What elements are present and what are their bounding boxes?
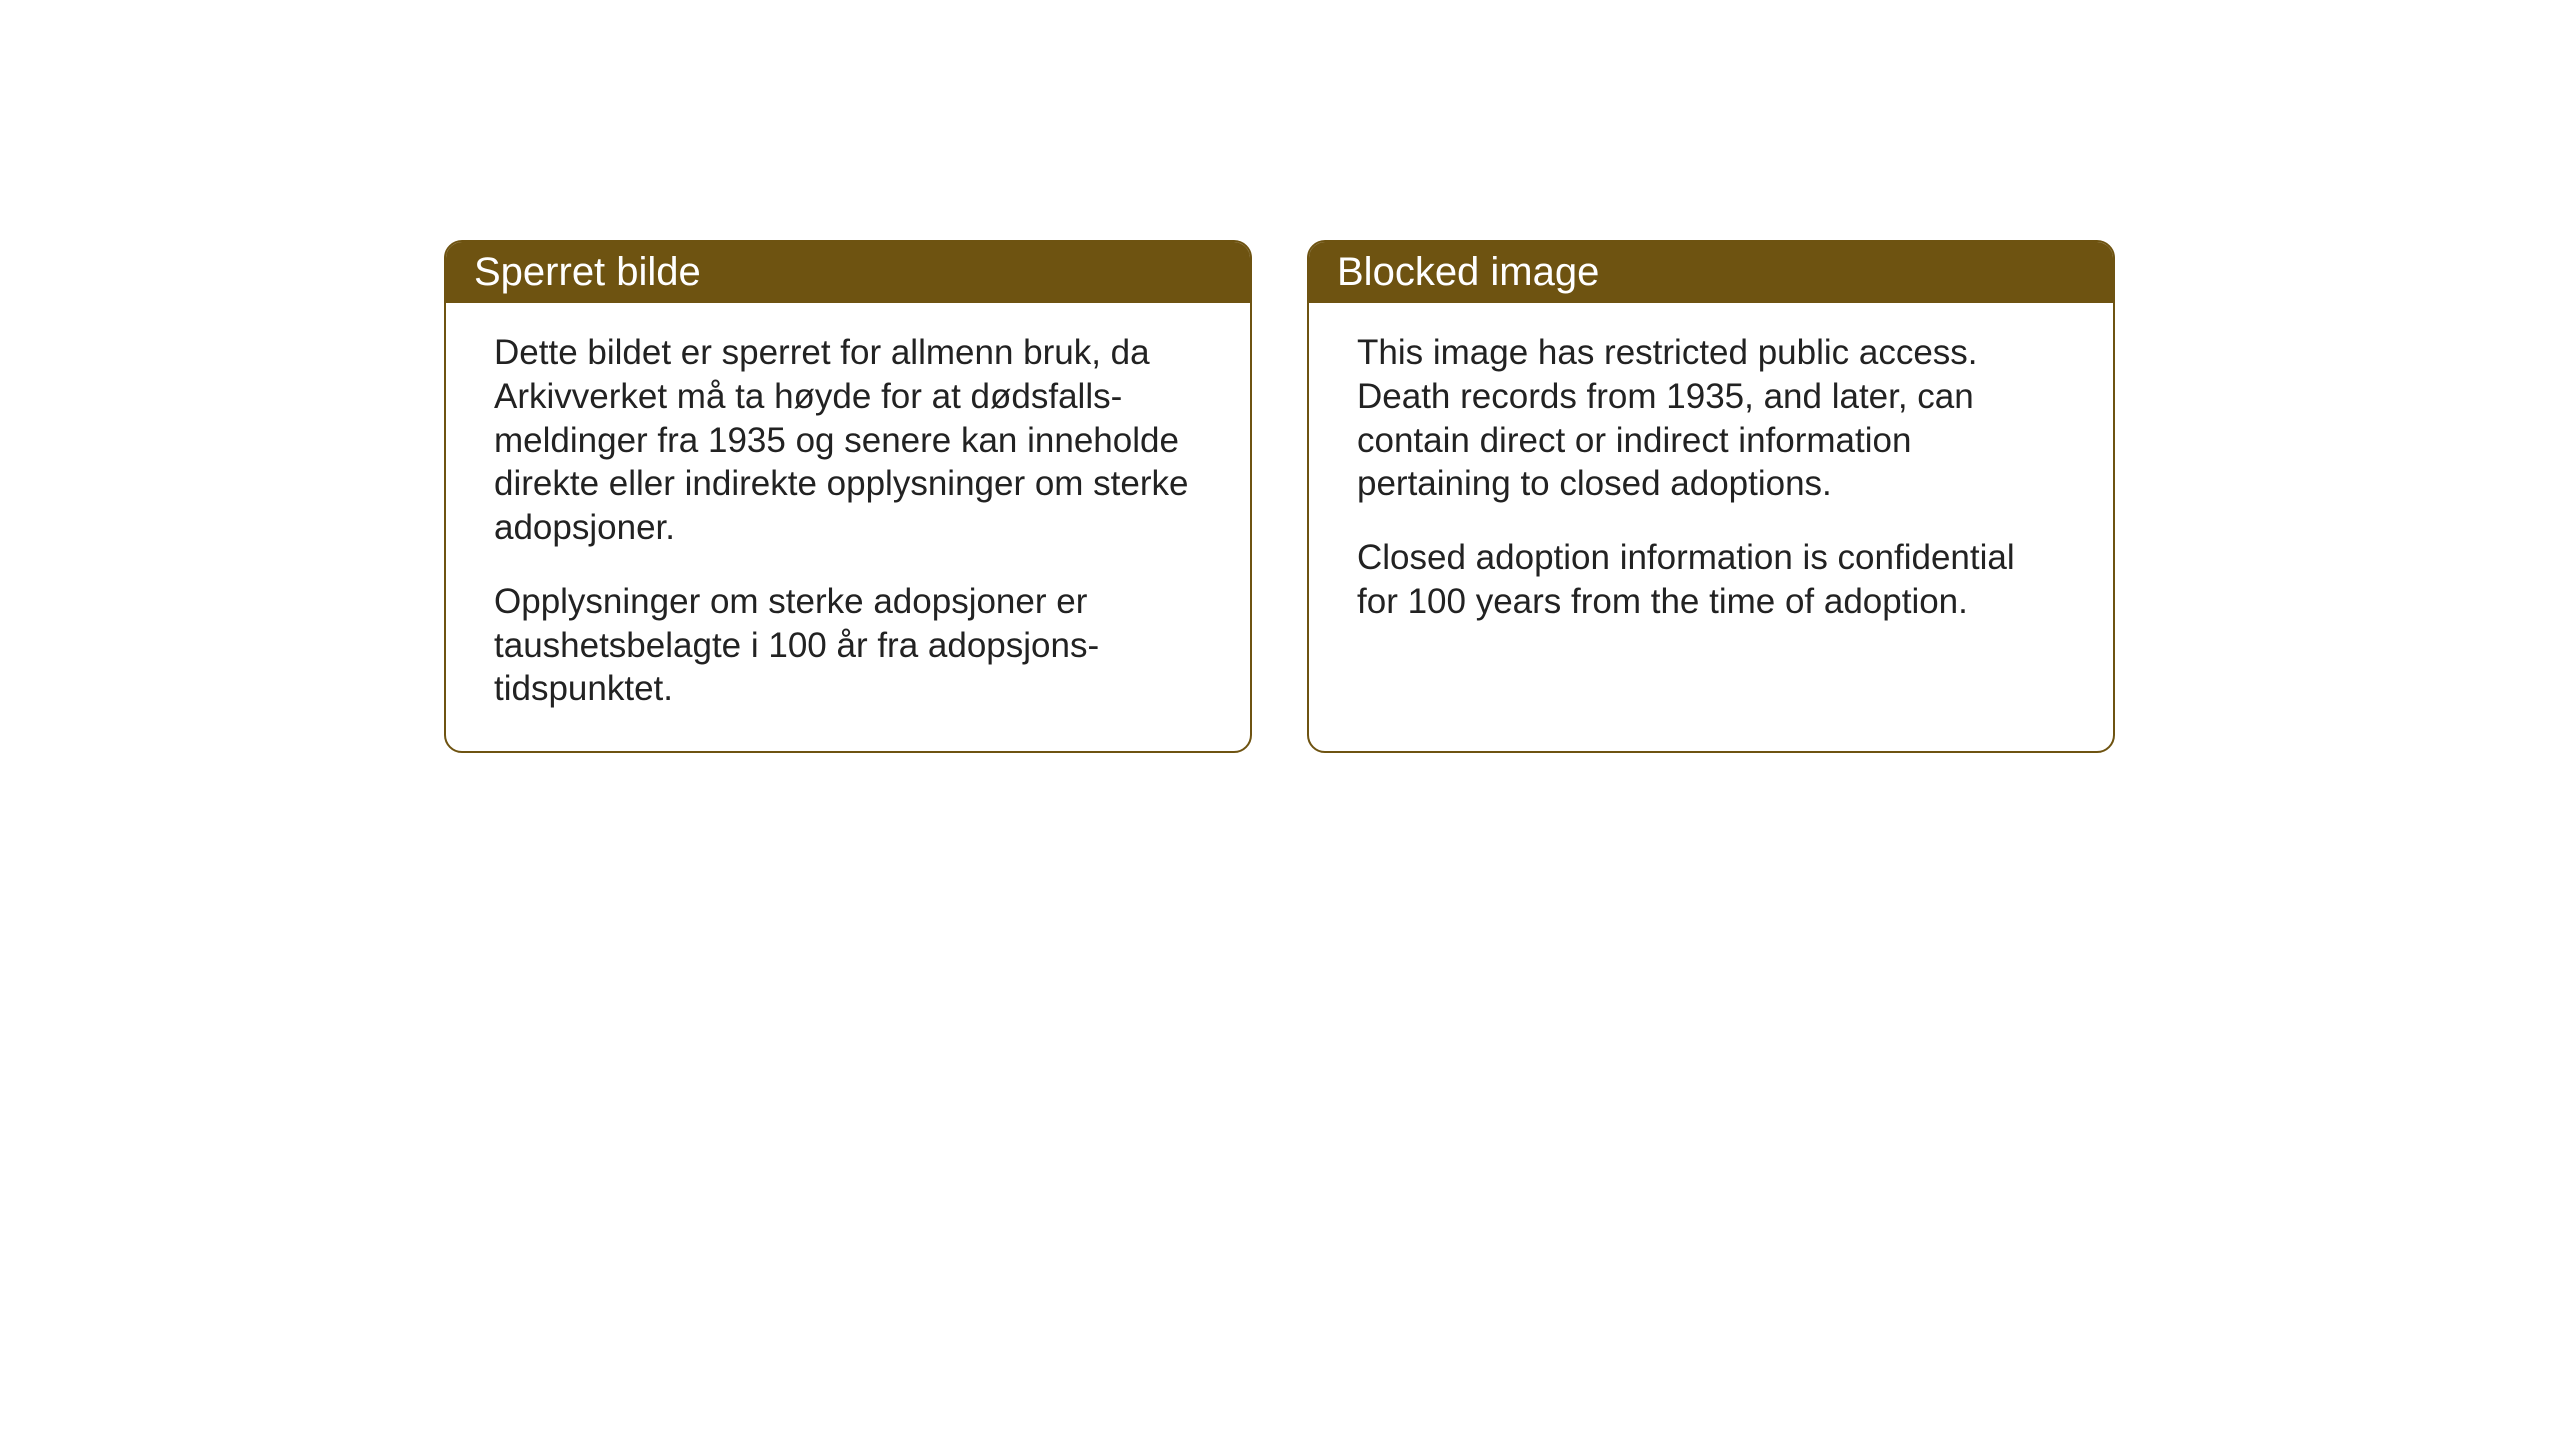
norwegian-card-title: Sperret bilde	[474, 250, 701, 294]
norwegian-card-body: Dette bildet er sperret for allmenn bruk…	[446, 303, 1250, 751]
english-paragraph-1: This image has restricted public access.…	[1357, 331, 2065, 506]
norwegian-paragraph-2: Opplysninger om sterke adopsjoner er tau…	[494, 580, 1202, 711]
english-card: Blocked image This image has restricted …	[1307, 240, 2115, 753]
english-card-title: Blocked image	[1337, 250, 1599, 294]
norwegian-paragraph-1: Dette bildet er sperret for allmenn bruk…	[494, 331, 1202, 550]
english-paragraph-2: Closed adoption information is confident…	[1357, 536, 2065, 624]
english-card-header: Blocked image	[1309, 242, 2113, 303]
norwegian-card-header: Sperret bilde	[446, 242, 1250, 303]
cards-container: Sperret bilde Dette bildet er sperret fo…	[444, 240, 2115, 753]
norwegian-card: Sperret bilde Dette bildet er sperret fo…	[444, 240, 1252, 753]
english-card-body: This image has restricted public access.…	[1309, 303, 2113, 664]
